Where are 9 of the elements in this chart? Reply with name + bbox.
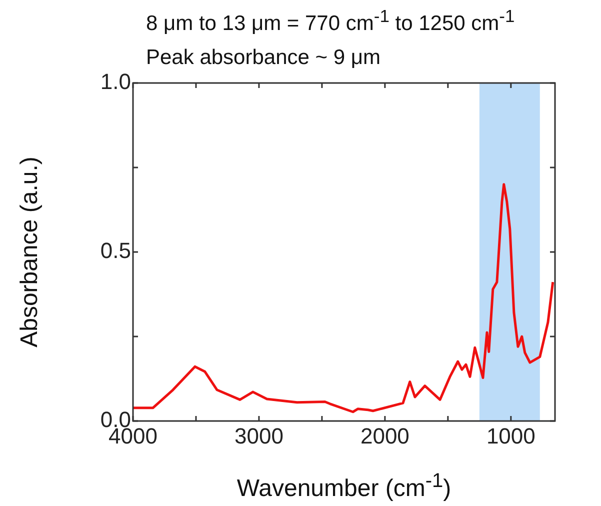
x-tick-label: 3000 bbox=[234, 423, 284, 448]
text: Peak absorbance ~ 9 μm bbox=[146, 46, 380, 70]
text: 8 μm to 13 μm = 770 cm$^{-1}$ to 1250 cm$^{-1}$ bbox=[146, 6, 515, 36]
x-axis-title: Wavenumber (cm$^{-1}$) bbox=[236, 470, 452, 503]
x-tick-label: 1000 bbox=[486, 423, 536, 448]
y-axis-title: Absorbance (a.u.) bbox=[16, 156, 44, 348]
x-tick-label: 2000 bbox=[360, 423, 410, 448]
y-tick-label: 0.5 bbox=[100, 238, 131, 264]
y-tick-label: 1.0 bbox=[100, 69, 131, 94]
